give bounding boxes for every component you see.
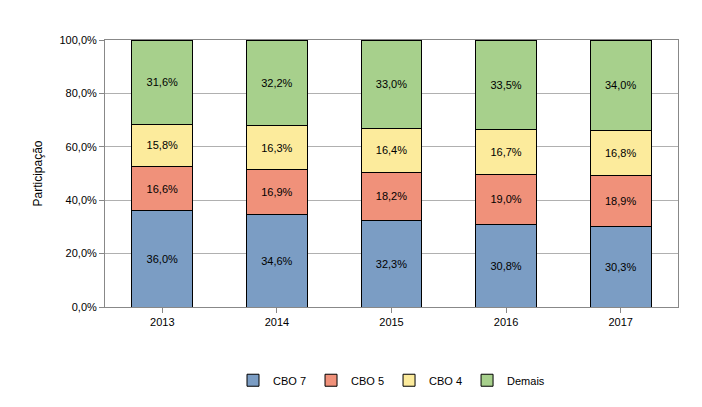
svg-text:CBO 5: CBO 5 — [351, 375, 384, 387]
svg-text:80,0%: 80,0% — [66, 87, 97, 99]
svg-text:31,6%: 31,6% — [147, 76, 178, 88]
svg-text:16,4%: 16,4% — [376, 144, 407, 156]
svg-text:16,7%: 16,7% — [490, 146, 521, 158]
svg-text:60,0%: 60,0% — [66, 141, 97, 153]
svg-text:32,3%: 32,3% — [376, 258, 407, 270]
svg-text:2017: 2017 — [608, 316, 632, 328]
svg-text:2013: 2013 — [150, 316, 174, 328]
svg-text:16,8%: 16,8% — [605, 147, 636, 159]
svg-text:Demais: Demais — [507, 375, 545, 387]
svg-text:30,3%: 30,3% — [605, 261, 636, 273]
svg-text:18,9%: 18,9% — [605, 195, 636, 207]
svg-text:Participação: Participação — [31, 140, 45, 206]
svg-text:16,3%: 16,3% — [261, 142, 292, 154]
svg-text:36,0%: 36,0% — [147, 253, 178, 265]
svg-text:0,0%: 0,0% — [72, 301, 97, 313]
svg-text:100,0%: 100,0% — [59, 34, 97, 46]
svg-text:40,0%: 40,0% — [66, 194, 97, 206]
svg-text:18,2%: 18,2% — [376, 190, 407, 202]
svg-text:34,6%: 34,6% — [261, 255, 292, 267]
svg-text:20,0%: 20,0% — [66, 247, 97, 259]
svg-text:33,5%: 33,5% — [490, 79, 521, 91]
svg-text:2014: 2014 — [265, 316, 289, 328]
svg-text:34,0%: 34,0% — [605, 79, 636, 91]
svg-text:CBO 7: CBO 7 — [273, 375, 306, 387]
svg-text:16,9%: 16,9% — [261, 186, 292, 198]
svg-text:2015: 2015 — [379, 316, 403, 328]
svg-text:CBO 4: CBO 4 — [429, 375, 462, 387]
svg-text:30,8%: 30,8% — [490, 260, 521, 272]
svg-text:32,2%: 32,2% — [261, 77, 292, 89]
svg-text:15,8%: 15,8% — [147, 139, 178, 151]
svg-text:19,0%: 19,0% — [490, 193, 521, 205]
svg-text:2016: 2016 — [494, 316, 518, 328]
svg-text:16,6%: 16,6% — [147, 183, 178, 195]
svg-text:33,0%: 33,0% — [376, 78, 407, 90]
